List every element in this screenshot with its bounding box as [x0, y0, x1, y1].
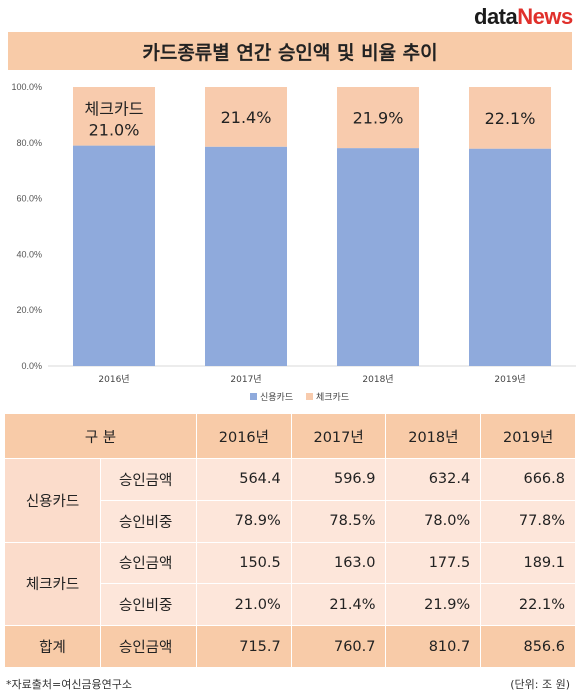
table-cell: 78.5% — [290, 499, 387, 543]
table-cell: 163.0 — [290, 541, 387, 585]
x-tick-label: 2018년 — [362, 374, 393, 385]
y-tick-label: 60.0% — [16, 194, 42, 204]
data-label: 21.0% — [89, 120, 140, 139]
row-label: 승인비중 — [99, 499, 198, 543]
table-cell: 177.5 — [385, 541, 482, 585]
row-label: 승인금액 — [99, 625, 198, 668]
table-cell: 596.9 — [290, 458, 387, 501]
table-header-year: 2018년 — [385, 413, 482, 459]
table-cell: 189.1 — [480, 541, 576, 585]
table-cell: 22.1% — [480, 583, 576, 627]
check-card-bar — [337, 87, 419, 149]
table-cell: 810.7 — [385, 625, 482, 668]
x-tick-label: 2019년 — [494, 374, 525, 385]
stacked-bar-chart: 0.0% 20.0% 40.0% 60.0% 80.0% 100.0% 체크카드 21.0% 2… — [0, 78, 580, 413]
data-label: 21.4% — [221, 108, 272, 127]
table-cell: 150.5 — [196, 541, 292, 585]
check-card-bar — [205, 87, 287, 147]
table-cell: 632.4 — [385, 458, 482, 501]
table-row: 신용카드 승인금액 564.4 596.9 632.4 666.8 — [4, 458, 576, 543]
y-tick-label: 80.0% — [16, 138, 42, 148]
table-row: 승인비중 78.9% 78.5% 78.0% 77.8% — [5, 499, 576, 543]
table-cell: 21.9% — [385, 583, 482, 627]
table-header-row: 구 분 2016년 2017년 2018년 2019년 — [3, 413, 576, 459]
chart-svg: 0.0% 20.0% 40.0% 60.0% 80.0% 100.0% 체크카드 21.0% 2… — [11, 82, 576, 403]
logo-part-2: News — [517, 4, 573, 29]
check-card-bar — [73, 87, 155, 146]
credit-card-bar — [205, 146, 287, 366]
chart-title-bar: 카드종류별 연간 승인액 및 비율 추이 — [8, 32, 572, 70]
row-label: 승인금액 — [99, 458, 198, 501]
table-cell: 78.0% — [385, 499, 482, 543]
table-row-total: 합계 승인금액 715.7 760.7 810.7 856.6 — [4, 625, 576, 668]
table-header-year: 2019년 — [480, 413, 576, 459]
logo-part-1: data — [474, 4, 518, 29]
table-row: 승인비중 21.0% 21.4% 21.9% 22.1% — [5, 583, 576, 627]
table-cell: 78.9% — [196, 499, 292, 543]
x-tick-label: 2017년 — [230, 374, 261, 385]
table-header-year: 2017년 — [290, 413, 387, 459]
table-cell: 21.4% — [290, 583, 387, 627]
group-label-total: 합계 — [4, 625, 101, 668]
row-label: 승인금액 — [99, 541, 198, 585]
table-cell: 760.7 — [290, 625, 387, 668]
table-cell: 77.8% — [480, 499, 576, 543]
check-card-bar — [469, 87, 551, 149]
data-label: 21.9% — [353, 109, 404, 128]
legend-swatch-credit — [250, 393, 257, 400]
credit-card-bar — [73, 145, 155, 366]
table-cell: 666.8 — [480, 458, 576, 501]
y-tick-label: 100.0% — [11, 82, 42, 92]
table-cell: 856.6 — [480, 625, 576, 668]
group-label-check: 체크카드 — [4, 541, 101, 627]
y-tick-label: 40.0% — [16, 249, 42, 259]
datanews-logo: dataNews — [474, 4, 574, 30]
group-label-credit: 신용카드 — [4, 458, 101, 543]
unit-note: (단위: 조 원) — [510, 678, 570, 691]
source-note: *자료출처=여신금융연구소 — [6, 678, 133, 691]
chart-title: 카드종류별 연간 승인액 및 비율 추이 — [142, 41, 438, 64]
table-header-label: 구 분 — [3, 413, 198, 459]
data-label: 22.1% — [485, 109, 536, 128]
approval-table: 구 분 2016년 2017년 2018년 2019년 신용카드 승인금액 56… — [3, 413, 576, 668]
credit-card-bar — [337, 148, 419, 366]
row-label: 승인비중 — [99, 583, 198, 627]
y-tick-label: 20.0% — [16, 305, 42, 315]
credit-card-bar — [469, 148, 551, 366]
legend-label: 신용카드 — [260, 392, 293, 403]
table-cell: 21.0% — [196, 583, 292, 627]
x-tick-label: 2016년 — [98, 374, 129, 385]
y-tick-label: 0.0% — [21, 361, 42, 371]
legend-label: 체크카드 — [316, 392, 349, 403]
table-cell: 564.4 — [196, 458, 292, 501]
data-label-series-name: 체크카드 — [85, 99, 144, 118]
table-header-year: 2016년 — [196, 413, 292, 459]
table-cell: 715.7 — [196, 625, 292, 668]
legend-swatch-check — [306, 393, 313, 400]
table-row: 체크카드 승인금액 150.5 163.0 177.5 189.1 — [4, 541, 576, 627]
